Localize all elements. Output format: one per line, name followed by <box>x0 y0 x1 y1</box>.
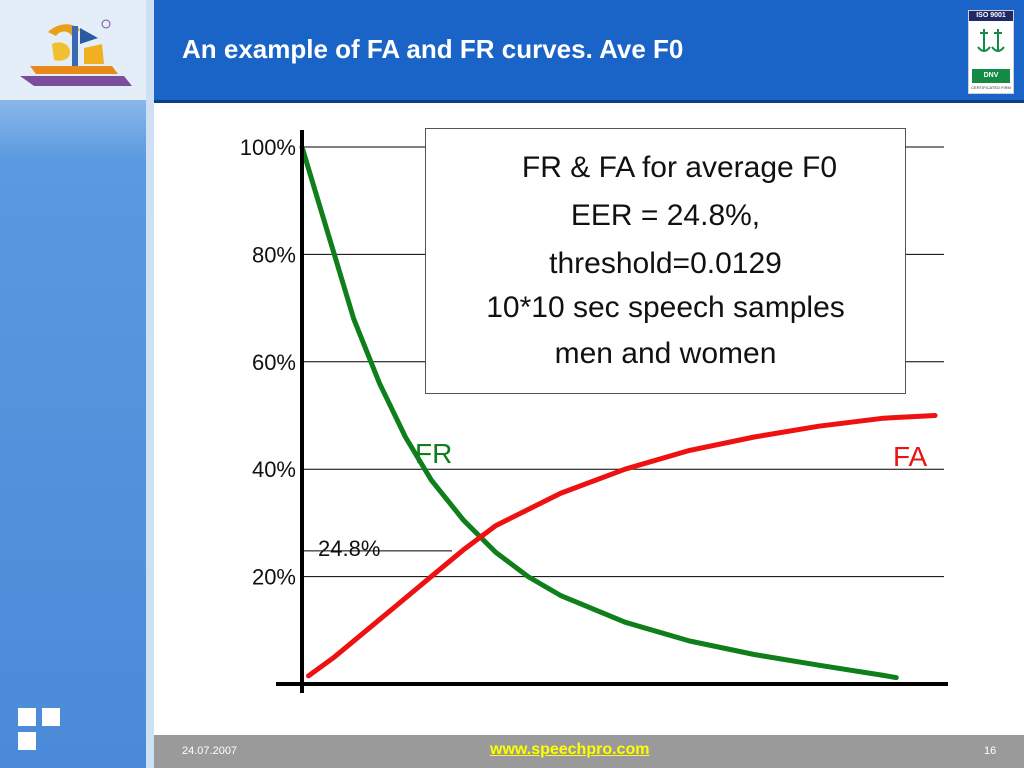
footer-bar <box>154 735 1024 768</box>
series-fr-curve <box>299 144 899 681</box>
tick-labels: 100% 80% 60% 40% 20% <box>240 135 296 590</box>
info-line-2: EER = 24.8%, <box>570 199 761 232</box>
y-tick-label: 40% <box>252 457 296 482</box>
eer-label: 24.8% <box>318 536 380 561</box>
sidebar-stripe <box>146 0 154 768</box>
iso-badge-top: ISO 9001 <box>969 11 1013 21</box>
series-label-fa: FA <box>893 441 928 472</box>
slide-title: An example of FA and FR curves. Ave F0 <box>182 34 684 64</box>
series-fa-curve <box>306 413 938 679</box>
iso-badge-cert: CERTIFICATED FIRM <box>971 85 1011 90</box>
iso-badge: ISO 9001 DNV CERTIFICATED FIRM <box>968 10 1014 94</box>
info-box: FR & FA for average F0 EER = 24.8%, thre… <box>425 128 906 394</box>
iso-badge-dnv: DNV <box>972 69 1010 83</box>
sidebar <box>0 0 146 768</box>
footer-date: 24.07.2007 <box>182 745 238 757</box>
footer-url-link[interactable]: www.speechpro.com <box>490 741 650 758</box>
decorative-squares-icon <box>18 708 60 750</box>
y-tick-label: 20% <box>252 565 296 590</box>
info-line-4: 10*10 sec speech samples <box>486 291 845 324</box>
axes <box>276 130 948 693</box>
curves <box>299 144 938 681</box>
company-logo-icon <box>20 19 132 86</box>
series-labels: 24.8% FR FA <box>318 438 928 561</box>
y-tick-label: 60% <box>252 350 296 375</box>
header-underline <box>154 100 1024 103</box>
y-tick-label: 80% <box>252 242 296 267</box>
anchor-icon <box>972 23 1010 63</box>
info-line-1: FR & FA for average F0 <box>521 151 838 184</box>
page-number: 16 <box>984 745 997 757</box>
info-line-5: men and women <box>554 337 777 370</box>
header-bar <box>154 0 1024 100</box>
info-line-3: threshold=0.0129 <box>549 247 782 280</box>
series-label-fr: FR <box>415 438 452 469</box>
y-tick-label: 100% <box>240 135 296 160</box>
